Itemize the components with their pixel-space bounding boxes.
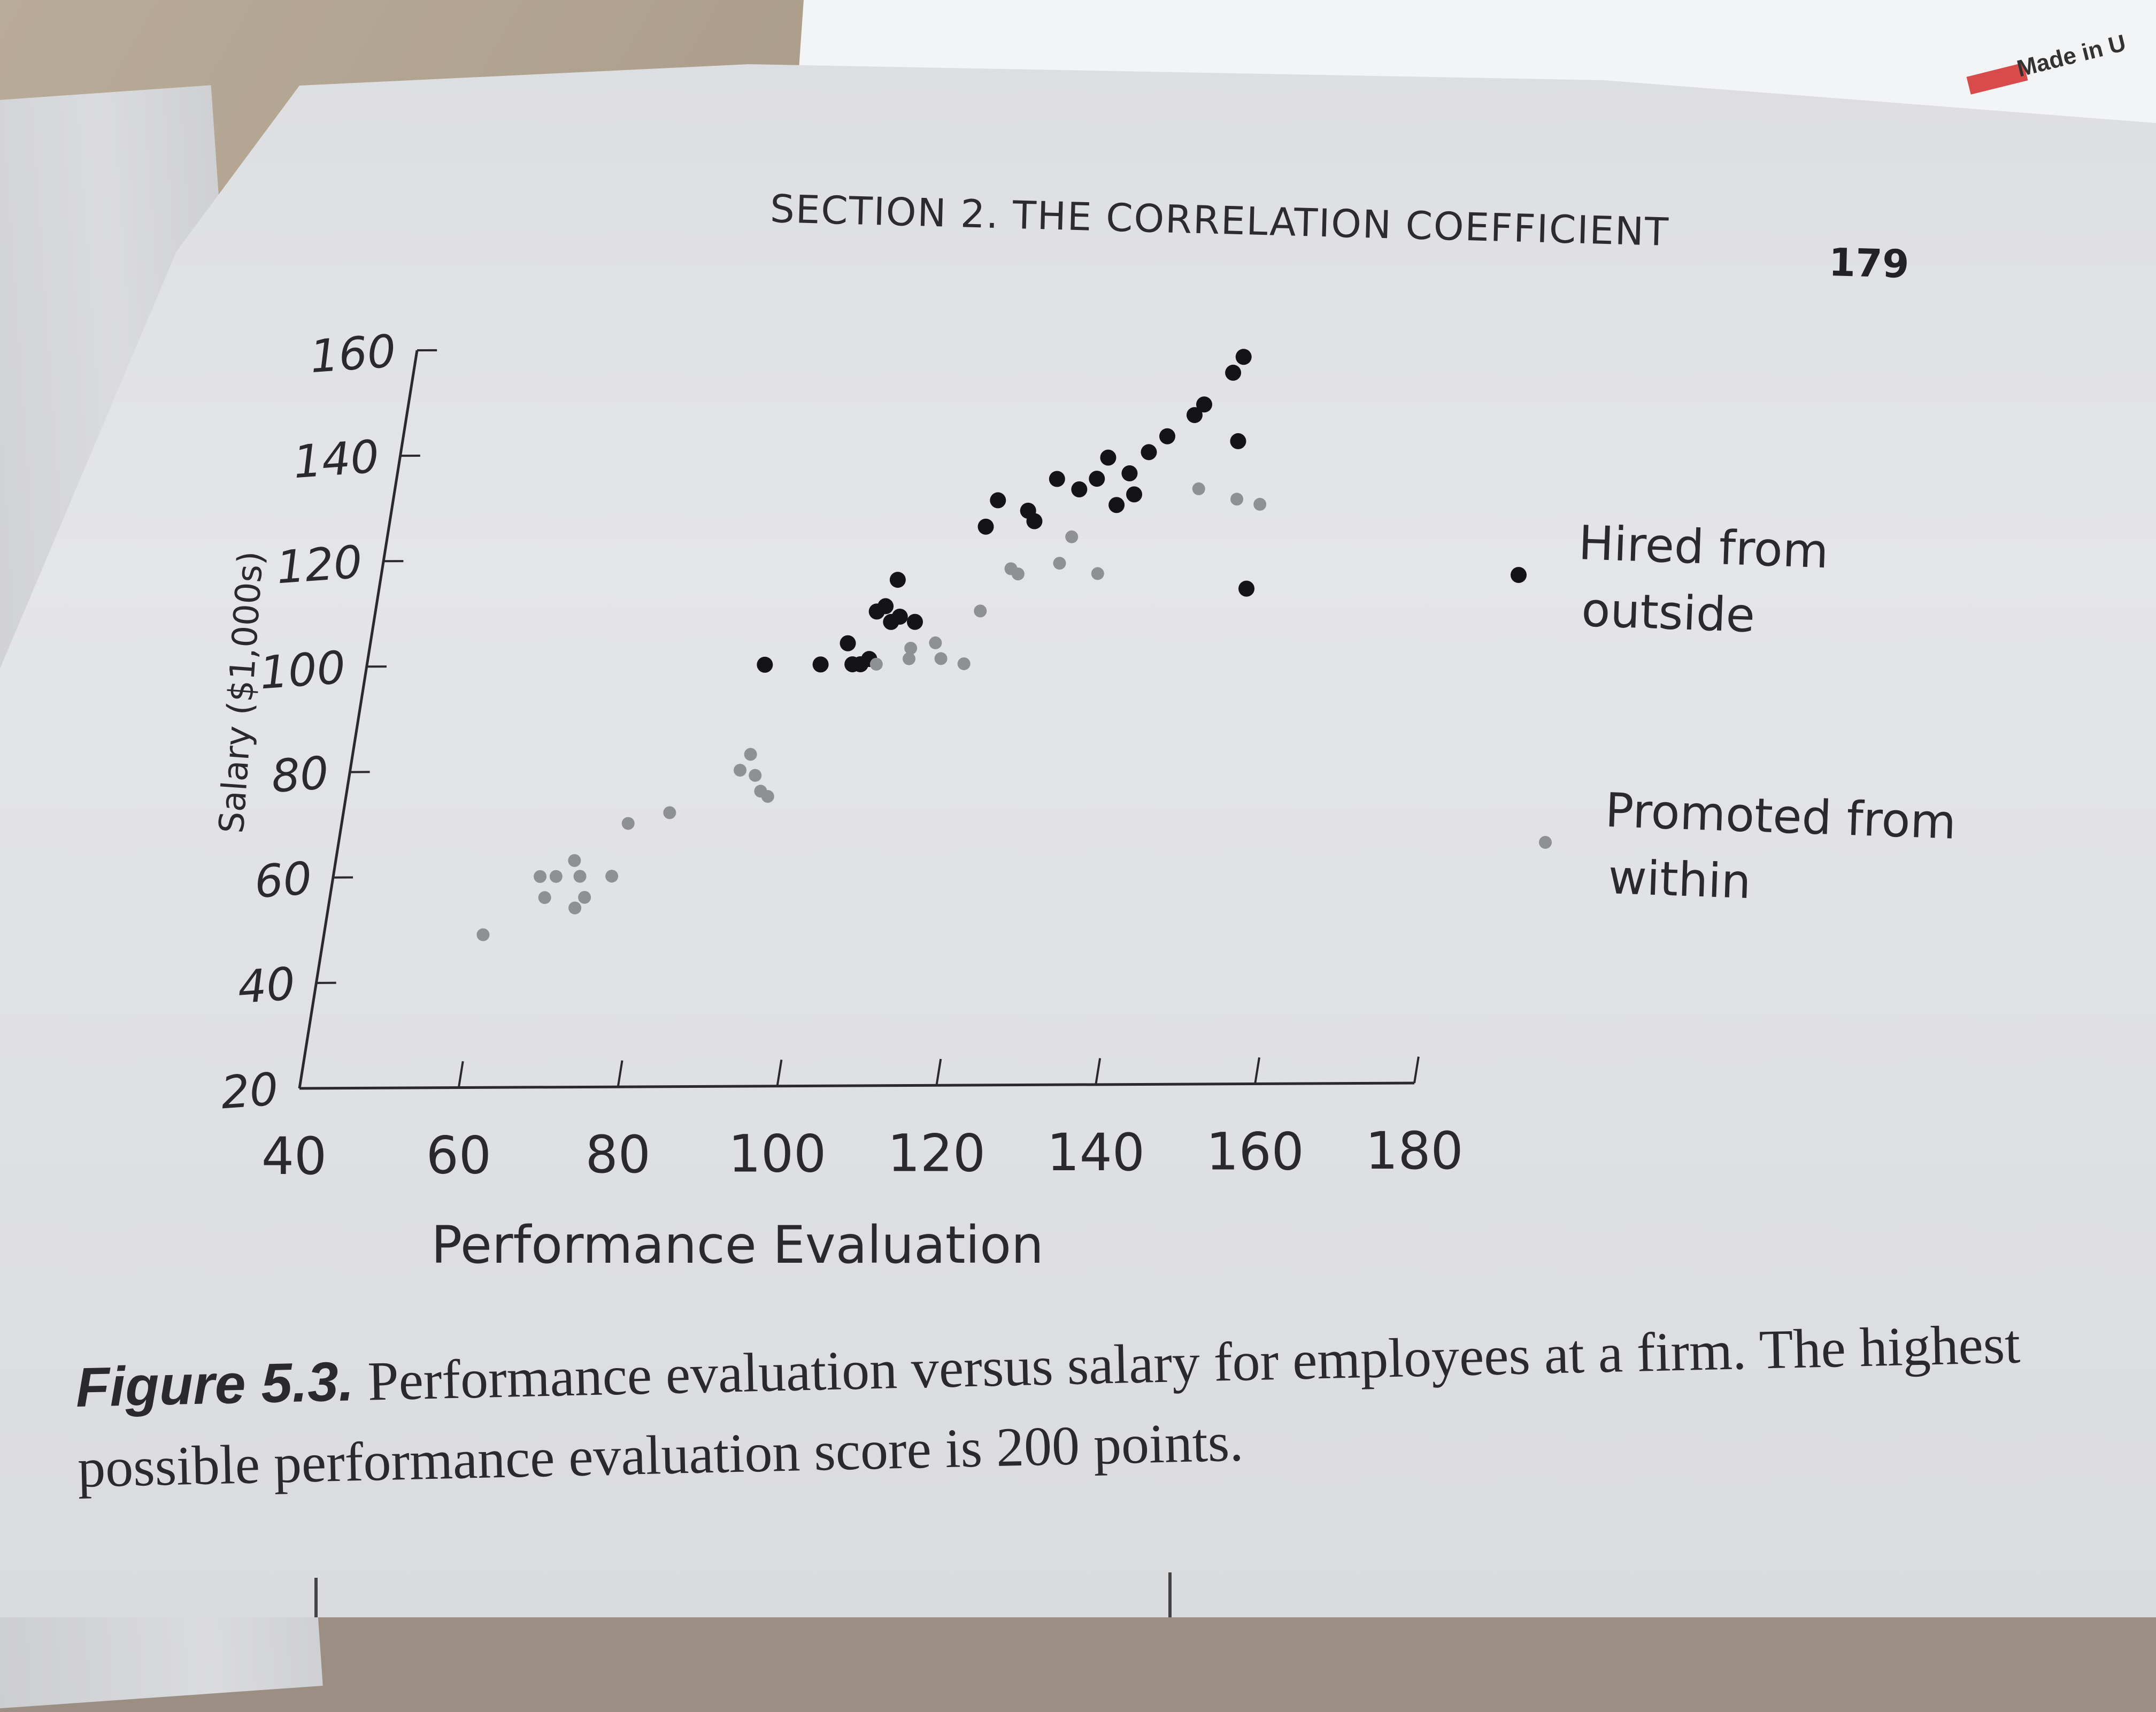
chart-root: 40 60 80 100 120 140 160 180 20 40 60 80 100 120 140 16… bbox=[212, 325, 1957, 1275]
legend-marker-hired bbox=[1511, 567, 1527, 583]
promoted-point bbox=[958, 657, 971, 670]
promoted-point bbox=[476, 928, 489, 941]
hired-point bbox=[890, 572, 906, 588]
axes bbox=[299, 350, 1414, 1088]
promoted-point bbox=[734, 764, 746, 777]
hired-point bbox=[1089, 471, 1105, 487]
x-tick-label: 40 bbox=[261, 1126, 327, 1186]
x-tick-label: 160 bbox=[1206, 1122, 1304, 1181]
promoted-point bbox=[935, 652, 948, 665]
y-tick-label: 60 bbox=[253, 852, 313, 908]
x-axis-label: Performance Evaluation bbox=[431, 1215, 1043, 1275]
hired-point bbox=[1026, 513, 1042, 529]
hired-point bbox=[892, 609, 908, 625]
x-tick bbox=[936, 1059, 941, 1085]
hired-point bbox=[1238, 581, 1254, 597]
promoted-point bbox=[929, 636, 942, 649]
hired-point bbox=[840, 635, 856, 651]
promoted-point bbox=[574, 870, 587, 883]
tick-marks bbox=[316, 350, 1418, 1088]
promoted-point bbox=[1053, 557, 1066, 570]
x-tick bbox=[459, 1061, 463, 1087]
promoted-point bbox=[1253, 498, 1266, 511]
book-page: SECTION 2. THE CORRELATION COEFFICIENT 1… bbox=[0, 0, 2156, 1617]
promoted-point bbox=[744, 748, 757, 761]
promoted-point bbox=[749, 769, 761, 782]
next-text-mark bbox=[1168, 1572, 1172, 1617]
y-tick-label: 100 bbox=[258, 641, 347, 700]
promoted-point bbox=[974, 604, 987, 617]
y-tick-label: 120 bbox=[275, 535, 364, 594]
promoted-point bbox=[904, 642, 917, 655]
promoted-point bbox=[1230, 493, 1243, 505]
hired-point bbox=[1225, 365, 1241, 381]
promoted-point bbox=[534, 870, 546, 883]
promoted-point bbox=[578, 891, 591, 904]
hired-point bbox=[907, 614, 923, 630]
hired-point bbox=[1049, 471, 1065, 487]
promoted-point bbox=[550, 870, 563, 883]
tick-labels: 40 60 80 100 120 140 160 180 20 40 60 80 100 120 140 16… bbox=[219, 325, 1464, 1186]
promoted-point bbox=[622, 817, 635, 830]
promoted-point bbox=[1065, 531, 1078, 543]
hired-point bbox=[1126, 486, 1142, 502]
hired-point bbox=[1100, 450, 1116, 466]
hired-point bbox=[877, 598, 894, 614]
caption-text: Performance evaluation versus salary for… bbox=[77, 1313, 2021, 1499]
promoted-point bbox=[568, 902, 581, 915]
promoted-point bbox=[1091, 567, 1104, 580]
hired-point bbox=[1071, 481, 1087, 497]
y-tick-label: 140 bbox=[291, 430, 381, 488]
y-tick-label: 160 bbox=[309, 325, 398, 383]
promoted-point bbox=[1192, 482, 1205, 495]
y-tick-label: 40 bbox=[236, 957, 296, 1014]
legend-label-line: outside bbox=[1581, 582, 1756, 643]
x-tick bbox=[1096, 1058, 1100, 1085]
caption-label: Figure 5.3. bbox=[75, 1350, 355, 1419]
x-tick-label: 100 bbox=[728, 1124, 826, 1184]
x-axis-line bbox=[299, 1083, 1414, 1088]
hired-point bbox=[978, 519, 994, 535]
series-promoted-from-within bbox=[476, 482, 1266, 941]
legend-label-line: Hired from bbox=[1577, 515, 1829, 579]
hired-point bbox=[1236, 349, 1252, 365]
promoted-point bbox=[870, 658, 883, 671]
hired-point bbox=[1108, 497, 1125, 513]
hired-point bbox=[1196, 396, 1212, 412]
x-tick bbox=[777, 1060, 782, 1086]
hired-point bbox=[990, 492, 1006, 508]
legend-label-line: Promoted from bbox=[1604, 782, 1957, 850]
legend-marker-promoted bbox=[1539, 836, 1552, 849]
y-tick-label: 80 bbox=[270, 747, 330, 803]
hired-point bbox=[1121, 465, 1137, 481]
y-tick-label: 20 bbox=[219, 1063, 280, 1119]
hired-point bbox=[757, 657, 773, 673]
series-hired-from-outside bbox=[757, 349, 1254, 673]
x-tick-label: 120 bbox=[888, 1123, 985, 1183]
hired-point bbox=[1141, 444, 1157, 460]
promoted-point bbox=[605, 870, 618, 882]
x-tick-label: 80 bbox=[586, 1125, 651, 1185]
promoted-point bbox=[538, 891, 551, 904]
next-text-mark bbox=[314, 1578, 318, 1617]
x-tick bbox=[1255, 1057, 1259, 1084]
legend-label-line: within bbox=[1607, 849, 1752, 909]
promoted-point bbox=[663, 807, 676, 819]
x-tick bbox=[1414, 1057, 1419, 1083]
hired-point bbox=[1159, 428, 1175, 444]
data-points bbox=[476, 349, 1266, 941]
x-tick-label: 60 bbox=[426, 1126, 491, 1186]
promoted-point bbox=[761, 790, 774, 803]
hired-point bbox=[813, 656, 829, 672]
x-tick bbox=[618, 1061, 622, 1087]
x-tick-label: 140 bbox=[1047, 1123, 1145, 1183]
promoted-point bbox=[1005, 562, 1018, 575]
x-tick-label: 180 bbox=[1365, 1121, 1463, 1181]
promoted-point bbox=[568, 854, 581, 867]
hired-point bbox=[1230, 433, 1246, 449]
